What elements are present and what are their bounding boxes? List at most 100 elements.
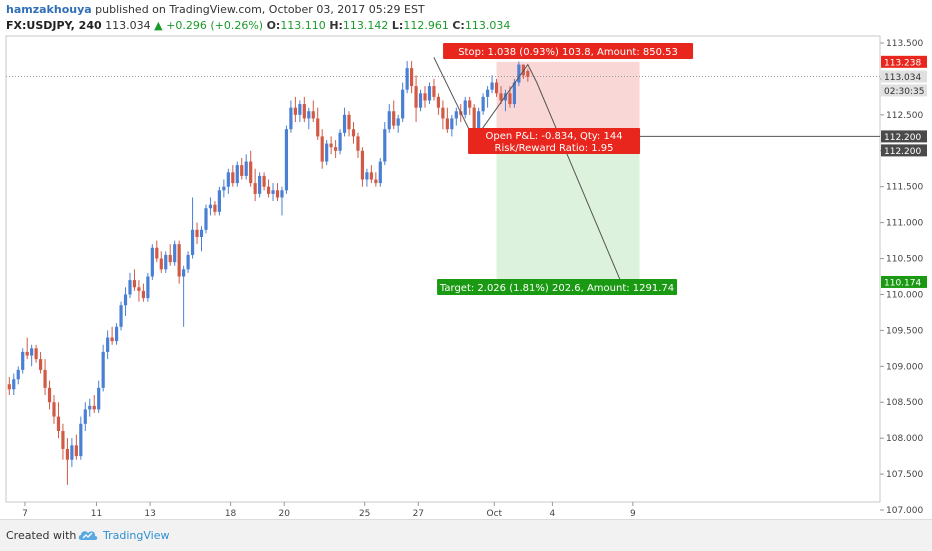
candle-body	[356, 136, 360, 151]
tradingview-cloud-icon[interactable]	[78, 529, 98, 541]
candle-body	[311, 111, 315, 119]
target-label: Target: 2.026 (1.81%) 202.6, Amount: 129…	[439, 283, 674, 294]
low-label: L:	[391, 19, 404, 32]
candle-body	[445, 118, 449, 130]
candle-body	[43, 369, 47, 388]
symbol-label[interactable]: FX:USDJPY, 240	[6, 19, 102, 32]
candle-body	[97, 387, 101, 410]
candle-body	[526, 71, 530, 77]
candle-body	[266, 186, 271, 194]
y-tick-label: 113.500	[886, 39, 923, 49]
open-value: 113.110	[280, 19, 326, 32]
candle-body	[369, 172, 373, 180]
current-price-badge-box	[881, 70, 927, 83]
candle-body	[284, 129, 289, 191]
entry-price-badge-box	[881, 130, 927, 143]
last-price: 113.034	[105, 19, 151, 32]
candle-body	[88, 405, 92, 410]
candle-body	[454, 111, 458, 119]
candle-body	[30, 348, 34, 356]
candle-body	[65, 448, 70, 460]
candle-body	[401, 89, 405, 119]
target-price-badge: 110.174	[884, 278, 921, 288]
stop-price-badge: 113.238	[884, 58, 921, 68]
candle-body	[119, 305, 123, 327]
candle-body	[410, 68, 414, 87]
price-chart[interactable]: 113.500113.000112.500112.000111.500111.0…	[0, 0, 932, 519]
candle-body	[132, 280, 137, 288]
candle-body	[450, 118, 454, 130]
high-value: 113.142	[342, 19, 389, 32]
candle-body	[405, 68, 409, 90]
tradingview-brand-link[interactable]: TradingView	[103, 529, 170, 542]
candle-body	[275, 190, 280, 198]
candle-body	[208, 204, 213, 209]
price-change: ▲ +0.296 (+0.26%)	[154, 19, 264, 32]
y-tick-label: 111.000	[886, 219, 923, 229]
candle-body	[186, 254, 190, 270]
candle-body	[365, 172, 369, 180]
high-label: H:	[329, 19, 343, 32]
candle-body	[190, 229, 195, 255]
y-tick-label: 107.000	[886, 506, 923, 516]
candle-body	[16, 369, 20, 380]
x-tick-label: Oct	[487, 509, 503, 519]
candle-body	[253, 183, 257, 194]
x-tick-label: 9	[630, 509, 636, 519]
candle-body	[83, 409, 87, 424]
y-tick-label: 109.000	[886, 362, 923, 372]
candle-body	[262, 175, 266, 187]
candle-body	[280, 190, 284, 198]
candle-body	[307, 111, 311, 119]
x-tick-label: 25	[359, 509, 370, 519]
author-link[interactable]: hamzakhouya	[6, 3, 92, 16]
x-tick-label: 7	[22, 509, 28, 519]
chart-header: hamzakhouya published on TradingView.com…	[0, 0, 932, 36]
candle-body	[146, 276, 150, 299]
candle-body	[432, 86, 436, 97]
y-tick-label: 109.500	[886, 326, 923, 336]
candle-body	[114, 326, 119, 342]
candle-body	[414, 86, 418, 108]
candle-body	[92, 405, 96, 410]
candle-body	[512, 82, 517, 105]
x-tick-label: 13	[144, 509, 155, 519]
candle-body	[235, 165, 239, 184]
candle-body	[79, 423, 83, 457]
target-zone	[496, 136, 640, 282]
candle-body	[396, 118, 400, 126]
entry-price-badge-2-box	[881, 144, 927, 157]
candle-body	[329, 143, 333, 148]
candle-body	[56, 416, 61, 431]
candle-body	[347, 114, 351, 130]
candle-body	[271, 190, 275, 194]
candle-body	[226, 172, 230, 187]
candle-body	[436, 96, 441, 108]
candle-body	[52, 402, 56, 417]
candle-body	[499, 93, 503, 101]
x-tick-label: 4	[550, 509, 556, 519]
candle-body	[503, 93, 508, 101]
candles-group	[7, 60, 530, 485]
candle-body	[468, 100, 472, 108]
candle-body	[320, 136, 324, 162]
candle-body	[173, 244, 177, 263]
pnl-label: Open P&L: -0.834, Qty: 144	[486, 131, 623, 142]
target-label-box	[437, 279, 678, 295]
candle-body	[378, 161, 382, 184]
candle-body	[159, 258, 163, 270]
candle-body	[106, 337, 110, 352]
created-with-text: Created with	[6, 529, 77, 542]
candle-body	[70, 445, 74, 460]
candle-body	[418, 93, 423, 108]
candle-body	[199, 229, 204, 237]
stop-label-box	[443, 43, 694, 59]
candle-body	[351, 129, 356, 137]
low-value: 112.961	[403, 19, 449, 32]
pnl-label-box	[468, 128, 641, 154]
y-tick-label: 110.500	[886, 255, 923, 265]
x-tick-label: 11	[91, 509, 102, 519]
footer-bar: Created with TradingView	[0, 519, 932, 551]
candle-body	[137, 287, 141, 291]
close-label: C:	[452, 19, 465, 32]
